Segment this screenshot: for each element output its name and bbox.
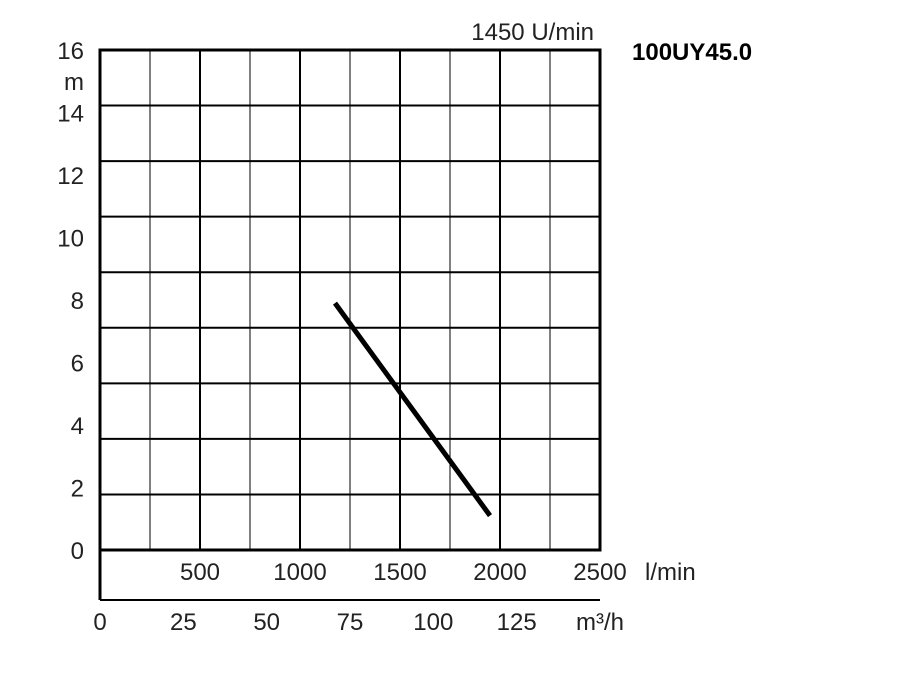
lmin-tick-labels: 500 1000 1500 2000 2500: [180, 559, 627, 586]
y-tick-label: 8: [71, 288, 84, 315]
series-layer: [332, 301, 493, 518]
y-tick-labels: 0 2 4 6 8 10 12 14 16: [57, 38, 84, 565]
grid: [100, 50, 600, 550]
y-tick-label: 10: [57, 226, 84, 253]
m3h-tick-labels: 0 25 50 75 100 125: [93, 609, 536, 636]
y-tick-label: 0: [71, 538, 84, 565]
y-tick-label: 6: [71, 351, 84, 378]
m3h-tick-label: 0: [93, 609, 106, 636]
m3h-tick-label: 100: [413, 609, 453, 636]
lmin-tick-label: 2500: [573, 559, 626, 586]
y-axis-unit: m: [64, 69, 84, 96]
m3h-tick-label: 125: [497, 609, 537, 636]
m3h-tick-label: 75: [337, 609, 364, 636]
lmin-tick-label: 500: [180, 559, 220, 586]
lmin-tick-label: 2000: [473, 559, 526, 586]
y-tick-label: 12: [57, 163, 84, 190]
pump-curve-line: [332, 301, 493, 518]
speed-label: 1450 U/min: [471, 19, 594, 46]
y-tick-label: 14: [57, 101, 84, 128]
y-tick-label: 4: [71, 413, 84, 440]
m3h-tick-label: 50: [253, 609, 280, 636]
m3h-unit: m³/h: [576, 609, 624, 636]
lmin-tick-label: 1500: [373, 559, 426, 586]
y-tick-label: 2: [71, 476, 84, 503]
lmin-unit: l/min: [645, 559, 696, 586]
y-tick-label: 16: [57, 38, 84, 65]
model-title: 100UY45.0: [632, 39, 752, 66]
m3h-tick-label: 25: [170, 609, 197, 636]
lmin-tick-label: 1000: [273, 559, 326, 586]
